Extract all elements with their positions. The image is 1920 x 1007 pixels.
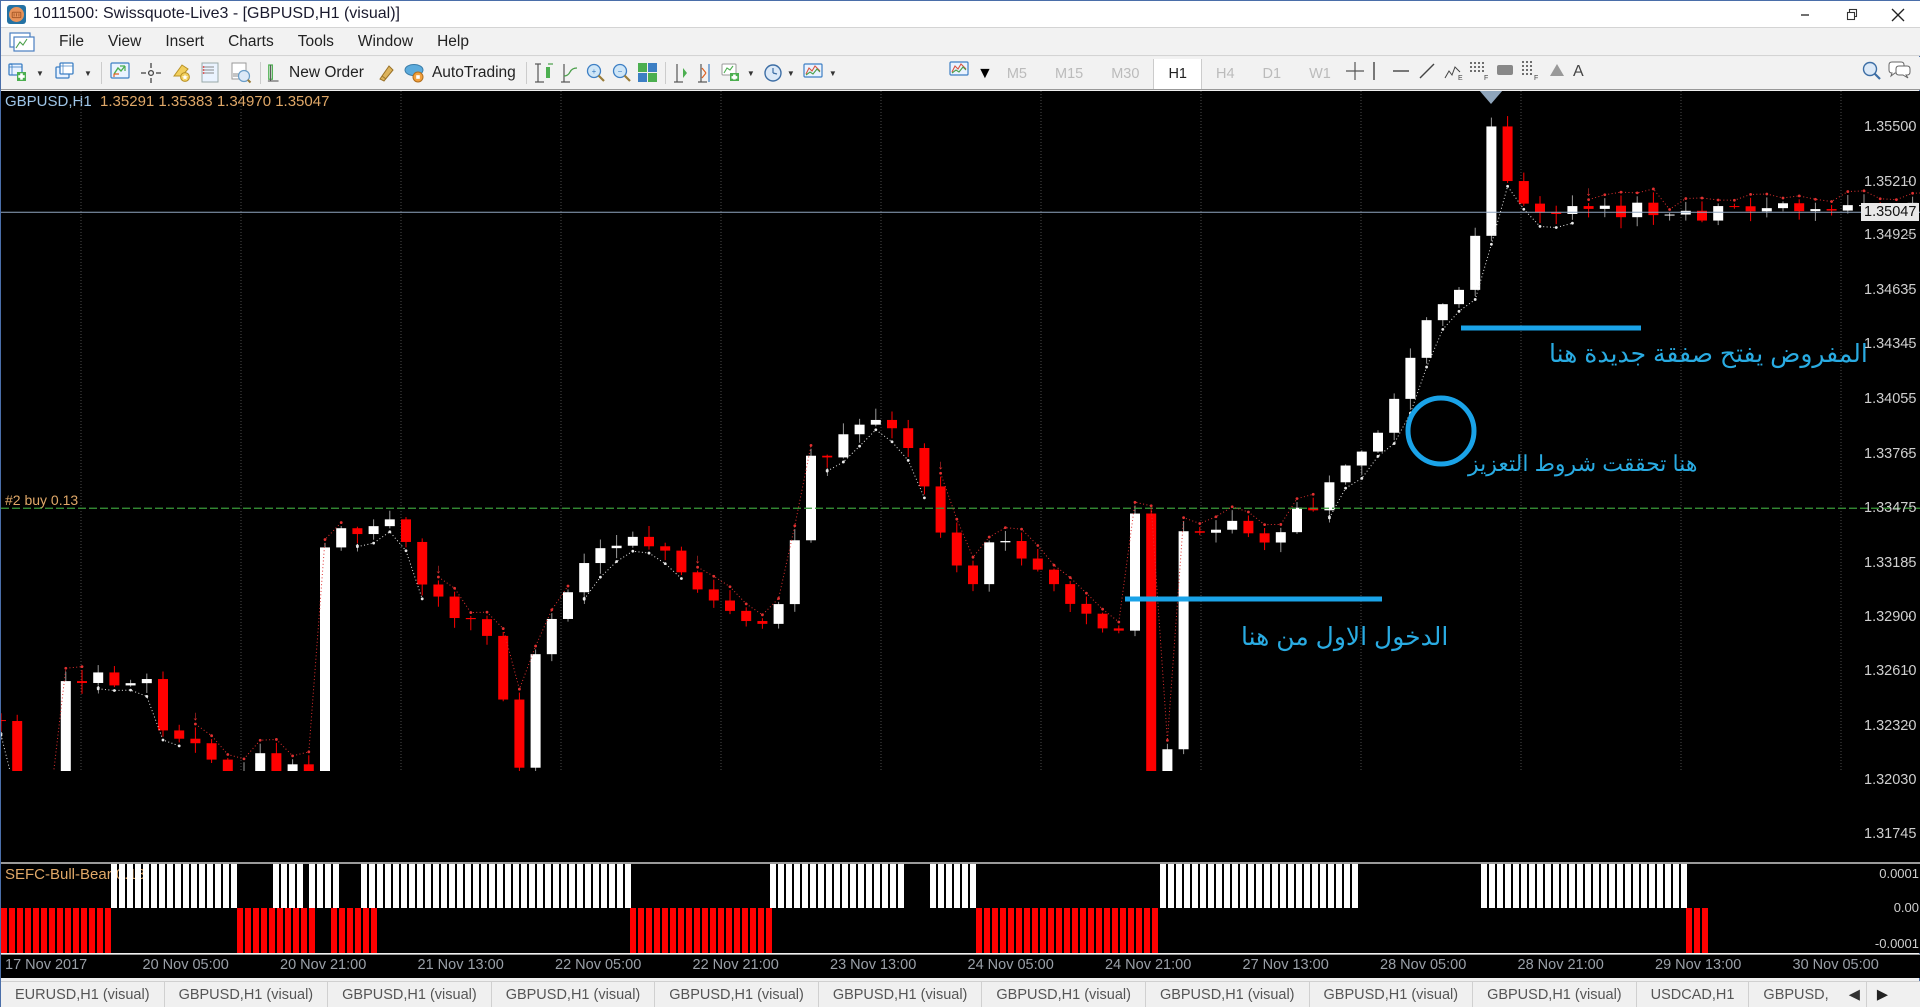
svg-text:−: − xyxy=(617,67,622,76)
svg-text:↑: ↑ xyxy=(95,681,102,696)
svg-text:↓: ↓ xyxy=(937,457,944,472)
svg-text:↓: ↓ xyxy=(694,551,701,566)
svg-text:↑: ↑ xyxy=(824,463,831,478)
svg-text:A: A xyxy=(1573,63,1584,80)
svg-text:E: E xyxy=(1458,75,1463,81)
svg-text:↓: ↓ xyxy=(435,561,442,576)
svg-text:↑: ↑ xyxy=(1,727,4,742)
svg-text:F: F xyxy=(1484,75,1488,81)
svg-text:↑: ↑ xyxy=(581,591,588,606)
svg-text:+: + xyxy=(591,67,596,76)
svg-text:↓: ↓ xyxy=(192,708,199,723)
svg-text:↓: ↓ xyxy=(1585,184,1592,199)
svg-text:↑: ↑ xyxy=(1326,510,1333,525)
svg-text:F: F xyxy=(1534,75,1538,81)
svg-text:↑: ↑ xyxy=(354,539,361,554)
